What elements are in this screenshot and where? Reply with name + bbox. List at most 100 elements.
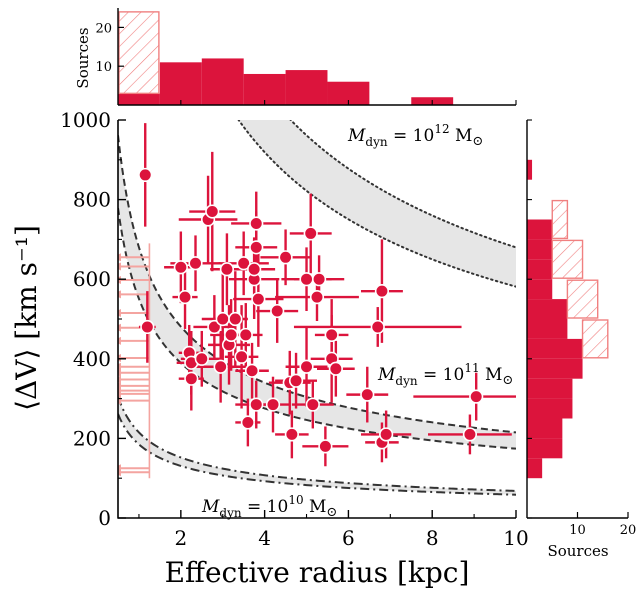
mass-curve-lower-1e10 xyxy=(118,413,516,496)
top-hist-bar xyxy=(159,62,202,105)
data-point xyxy=(311,272,327,287)
data-point xyxy=(249,216,264,231)
data-point xyxy=(379,427,394,442)
right-hist-bar xyxy=(527,458,543,479)
right-hist-limit-bar xyxy=(581,319,609,359)
data-point xyxy=(251,292,266,307)
y-tick-label: 200 xyxy=(73,426,111,450)
mass-curve-lower-1e11 xyxy=(118,207,516,450)
data-point xyxy=(140,319,155,335)
data-point xyxy=(138,167,153,183)
data-point xyxy=(309,290,325,305)
top-hist-bar xyxy=(118,93,160,105)
top-hist-bar xyxy=(201,58,244,105)
data-point xyxy=(303,226,318,241)
upper-limit-arrowhead xyxy=(118,389,121,398)
data-point xyxy=(249,397,264,412)
data-point xyxy=(194,351,209,366)
y-tick-label: 600 xyxy=(73,267,111,291)
data-point xyxy=(284,427,299,442)
x-axis-label: Effective radius [kpc] xyxy=(165,556,470,589)
mass-band-1e12 xyxy=(238,120,516,287)
upper-limit-arrowhead xyxy=(118,375,121,384)
right-hist-bar xyxy=(527,259,553,280)
data-point xyxy=(360,387,375,402)
main-plot: Mdyn = 1012 M⊙ Mdyn = 1011 M⊙ Mdyn = 1010 … xyxy=(60,108,529,550)
data-point xyxy=(173,260,188,275)
data-point xyxy=(270,303,285,319)
data-point xyxy=(236,256,251,271)
data-point xyxy=(213,359,228,374)
data-point xyxy=(205,204,220,219)
y-tick-label: 400 xyxy=(73,347,111,371)
upper-limit-arrowhead xyxy=(118,396,121,405)
right-hist-bar xyxy=(527,319,568,339)
right-hist-limit-bar xyxy=(551,239,584,279)
right-hist-bar xyxy=(527,418,563,439)
mass-curve-upper-1e12 xyxy=(289,120,516,249)
mass-curve-lower-1e12 xyxy=(237,120,516,288)
x-tick-label: 10 xyxy=(503,526,528,550)
upper-limit-arrowhead xyxy=(118,262,121,271)
right-hist-bar xyxy=(527,219,553,240)
upper-limit-arrowhead xyxy=(118,253,121,262)
upper-limit-arrowhead xyxy=(118,275,121,284)
upper-limit-arrowhead xyxy=(118,323,121,332)
top-hist-bar xyxy=(285,70,328,105)
right-hist-bar xyxy=(527,239,553,260)
data-point xyxy=(299,272,314,287)
y-axis-label: ⟨ΔV⟩ [km s⁻¹] xyxy=(10,225,43,411)
data-point xyxy=(305,397,320,412)
top-hist-ylabel: Sources xyxy=(74,27,92,88)
right-hist-x-tick-label: 20 xyxy=(620,523,637,538)
data-point xyxy=(188,256,203,271)
data-point xyxy=(299,359,314,374)
x-tick-label: 4 xyxy=(258,526,271,550)
right-hist-bar xyxy=(527,358,583,379)
right-hist-limit-bar xyxy=(566,279,599,319)
y-tick-label: 800 xyxy=(73,188,111,212)
data-point xyxy=(238,327,253,343)
upper-limit-arrowhead xyxy=(118,290,121,299)
y-tick-label: 0 xyxy=(98,506,111,530)
y-tick-label: 1000 xyxy=(60,108,111,132)
right-histogram: 10 20 xyxy=(526,119,637,538)
data-point xyxy=(288,373,304,388)
top-hist-bar xyxy=(243,73,286,105)
data-point xyxy=(328,361,343,376)
top-hist-y-tick-label: 10 xyxy=(95,60,112,75)
data-point xyxy=(318,439,333,454)
upper-limit-arrowhead xyxy=(118,309,121,318)
data-point xyxy=(228,311,243,327)
data-point xyxy=(462,427,478,442)
right-hist-bar xyxy=(527,398,573,419)
top-histogram: 10 20 xyxy=(95,8,517,106)
data-point xyxy=(224,327,239,343)
x-tick-label: 2 xyxy=(174,526,187,550)
mass-label-1e11: Mdyn = 1011 M⊙ xyxy=(377,361,513,388)
right-hist-bar xyxy=(527,338,583,359)
upper-limit-arrowhead xyxy=(118,336,121,345)
data-point xyxy=(215,311,230,327)
upper-limit-arrowhead xyxy=(118,368,121,377)
mass-label-1e10: Mdyn = 1010 M⊙ xyxy=(201,493,337,520)
right-hist-bar xyxy=(527,279,553,300)
x-tick-label: 8 xyxy=(426,526,439,550)
data-point xyxy=(244,363,260,378)
top-hist-limit-bar xyxy=(118,11,160,95)
right-hist-limit-bar xyxy=(551,199,569,240)
mass-curve-upper-1e10 xyxy=(118,396,516,492)
right-hist-bar xyxy=(527,159,533,180)
data-point xyxy=(265,397,281,412)
right-hist-bar xyxy=(527,378,573,399)
data-point xyxy=(278,250,293,265)
right-hist-xlabel: Sources xyxy=(547,542,608,560)
upper-limit-arrowhead xyxy=(118,354,121,363)
data-point xyxy=(324,327,339,343)
data-point xyxy=(240,415,255,430)
data-point xyxy=(234,349,249,364)
data-point xyxy=(177,290,193,305)
upper-limit-arrowhead xyxy=(118,468,121,477)
data-point xyxy=(219,262,235,277)
